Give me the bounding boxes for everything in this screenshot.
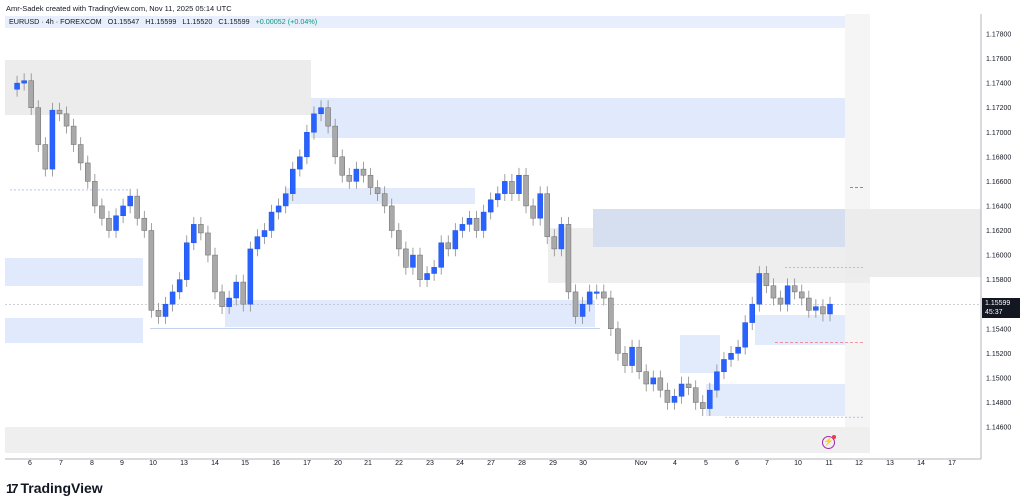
svg-text:14: 14 xyxy=(211,460,219,467)
lightning-icon[interactable]: ⚡ xyxy=(822,435,836,449)
svg-text:13: 13 xyxy=(886,460,894,467)
svg-text:1.14600: 1.14600 xyxy=(986,425,1011,432)
svg-text:1.17600: 1.17600 xyxy=(986,56,1011,63)
low-value: L1.15520 xyxy=(182,17,213,26)
svg-text:11: 11 xyxy=(825,460,832,467)
svg-text:1.16000: 1.16000 xyxy=(986,253,1011,260)
svg-text:30: 30 xyxy=(579,460,587,467)
svg-text:17: 17 xyxy=(303,460,311,467)
svg-text:9: 9 xyxy=(120,460,124,467)
svg-text:21: 21 xyxy=(364,460,372,467)
svg-text:1.15000: 1.15000 xyxy=(986,375,1011,382)
symbol-legend: EURUSD · 4h · FOREXCOM O1.15547 H1.15599… xyxy=(5,16,845,28)
candlestick-chart[interactable]: 1.17800 1.17600 1.17400 1.17200 1.17000 1.168… xyxy=(5,14,1024,474)
svg-text:1.16600: 1.16600 xyxy=(986,179,1011,186)
svg-text:1.16400: 1.16400 xyxy=(986,203,1011,210)
svg-text:14: 14 xyxy=(917,460,925,467)
svg-text:23: 23 xyxy=(426,460,434,467)
svg-text:12: 12 xyxy=(855,460,863,467)
chart-caption: Amr-Sadek created with TradingView.com, … xyxy=(6,4,232,13)
svg-text:1.16200: 1.16200 xyxy=(986,228,1011,235)
svg-text:8: 8 xyxy=(90,460,94,467)
change-value: +0.00052 (+0.04%) xyxy=(255,17,318,26)
svg-text:15: 15 xyxy=(241,460,249,467)
bar-countdown: 45:37 xyxy=(985,309,1003,316)
svg-text:Nov: Nov xyxy=(635,460,648,467)
last-price-tag: 1.15599 45:37 xyxy=(982,298,1020,318)
svg-text:1.16800: 1.16800 xyxy=(986,154,1011,161)
svg-text:10: 10 xyxy=(794,460,802,467)
svg-text:6: 6 xyxy=(735,460,739,467)
symbol-label[interactable]: EURUSD · 4h · FOREXCOM xyxy=(9,17,102,26)
svg-text:1.14800: 1.14800 xyxy=(986,400,1011,407)
tradingview-brand: 17 TradingView xyxy=(6,480,103,496)
brand-name: TradingView xyxy=(20,480,103,496)
svg-text:24: 24 xyxy=(456,460,464,467)
close-value: C1.15599 xyxy=(218,17,250,26)
notification-dot xyxy=(832,435,836,439)
svg-text:1.17200: 1.17200 xyxy=(986,105,1011,112)
svg-text:10: 10 xyxy=(149,460,157,467)
svg-text:1.15800: 1.15800 xyxy=(986,277,1011,284)
tradingview-logo-icon: 17 xyxy=(6,480,19,496)
svg-text:29: 29 xyxy=(549,460,557,467)
svg-text:28: 28 xyxy=(518,460,526,467)
svg-text:1.17000: 1.17000 xyxy=(986,130,1011,137)
svg-text:6: 6 xyxy=(28,460,32,467)
svg-text:7: 7 xyxy=(59,460,63,467)
svg-text:1.15400: 1.15400 xyxy=(986,326,1011,333)
chart-pane[interactable]: 1.17800 1.17600 1.17400 1.17200 1.17000 1.168… xyxy=(5,14,1011,467)
svg-text:1.17800: 1.17800 xyxy=(986,32,1011,39)
svg-text:1.17400: 1.17400 xyxy=(986,81,1011,88)
svg-text:17: 17 xyxy=(948,460,956,467)
last-price: 1.15599 xyxy=(985,300,1011,307)
svg-text:4: 4 xyxy=(673,460,677,467)
svg-text:1.15200: 1.15200 xyxy=(986,351,1011,358)
open-value: O1.15547 xyxy=(107,17,140,26)
svg-text:16: 16 xyxy=(272,460,280,467)
svg-text:5: 5 xyxy=(704,460,708,467)
high-value: H1.15599 xyxy=(145,17,177,26)
svg-text:27: 27 xyxy=(487,460,495,467)
svg-text:7: 7 xyxy=(765,460,769,467)
svg-text:22: 22 xyxy=(395,460,403,467)
svg-text:13: 13 xyxy=(180,460,188,467)
svg-text:20: 20 xyxy=(334,460,342,467)
